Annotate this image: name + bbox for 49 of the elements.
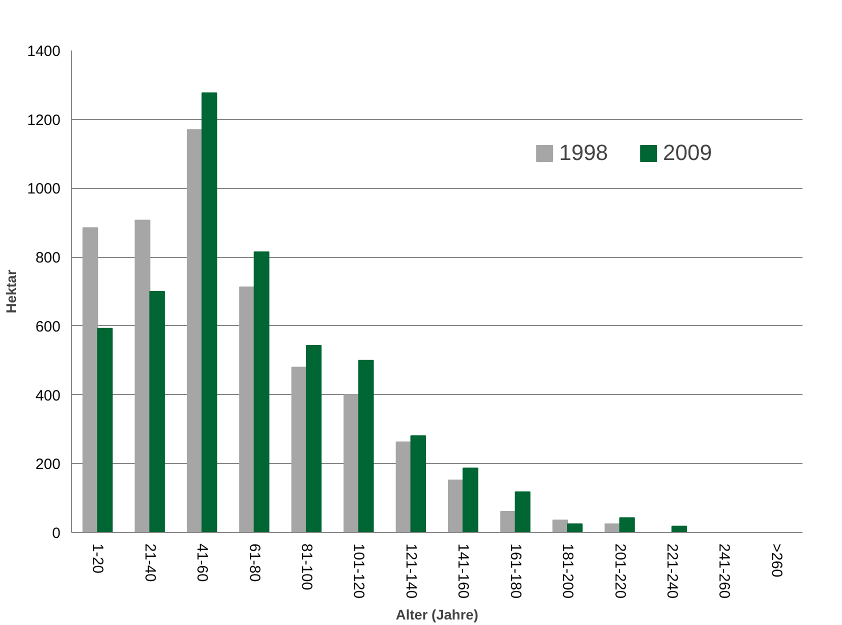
x-axis-title: Alter (Jahre) [396,606,478,623]
bar [239,286,255,532]
x-tick-label: 61-80 [246,544,263,582]
bar [619,517,635,532]
x-tick-label: 161-180 [506,544,524,599]
bar [567,523,583,532]
x-tick-label: 1-20 [89,544,106,574]
x-tick-label: 121-140 [402,544,420,599]
bar [149,291,165,532]
bar [254,251,270,532]
x-tick-label: 101-120 [350,544,368,599]
x-tick-label: 41-60 [194,544,211,582]
legend-label: 2009 [663,140,712,166]
bar [671,526,688,532]
x-tick-label: 81-100 [298,544,315,590]
bar [134,220,150,532]
bar [396,441,412,532]
bar [462,468,478,532]
x-tick-label: 21-40 [141,544,158,582]
y-tick-label: 400 [35,387,61,404]
y-tick-label: 1200 [27,112,61,129]
bar [514,491,530,532]
bar [202,92,218,532]
bar [291,366,307,532]
bar [306,345,322,532]
bar [97,328,113,532]
x-tick-label: 241-260 [716,544,733,599]
bar [448,480,464,532]
legend-label: 1998 [559,140,608,166]
y-tick-label: 800 [35,250,61,267]
bar [82,227,98,532]
bar [358,360,374,532]
x-tick-label: 201-220 [611,544,628,599]
y-axis-title: Hektar [3,269,20,314]
bar [186,129,203,532]
bar [410,435,426,532]
x-tick-label: 141-160 [454,544,472,599]
y-tick-label: 600 [35,318,61,336]
bar [500,511,516,532]
x-tick-label: 221-240 [663,544,680,599]
y-tick-label: 200 [35,456,61,474]
bar [552,520,568,532]
y-tick-label: 1400 [27,43,61,60]
x-tick-label: >260 [768,544,785,578]
bar [604,523,620,532]
x-tick-label: 181-200 [559,544,576,599]
y-tick-label: 0 [52,525,60,542]
y-tick-label: 1000 [27,180,61,198]
bar [344,394,360,532]
